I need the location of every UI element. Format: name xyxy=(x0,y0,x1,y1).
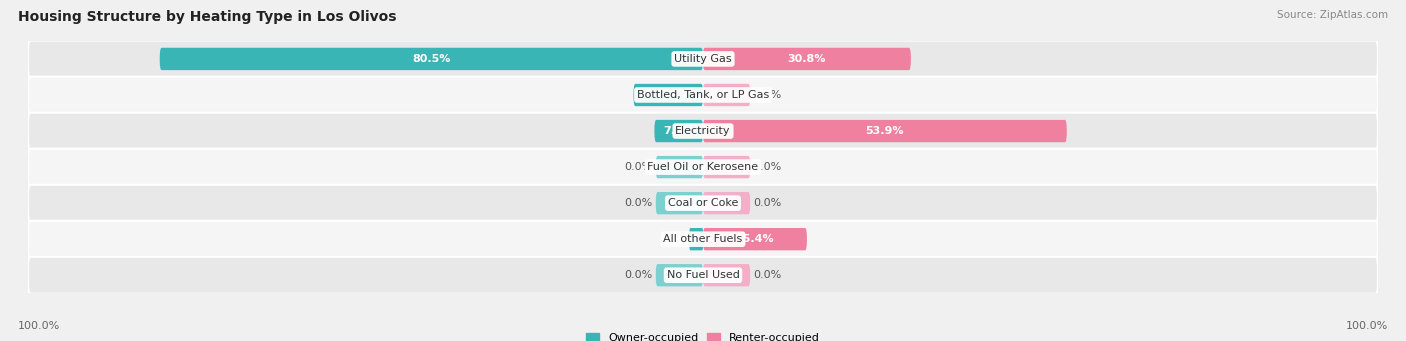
FancyBboxPatch shape xyxy=(655,264,703,286)
FancyBboxPatch shape xyxy=(654,120,703,142)
FancyBboxPatch shape xyxy=(28,149,1378,186)
FancyBboxPatch shape xyxy=(28,77,1378,113)
FancyBboxPatch shape xyxy=(160,48,703,70)
Text: Coal or Coke: Coal or Coke xyxy=(668,198,738,208)
Text: Electricity: Electricity xyxy=(675,126,731,136)
FancyBboxPatch shape xyxy=(703,120,1067,142)
FancyBboxPatch shape xyxy=(703,84,751,106)
Text: 0.0%: 0.0% xyxy=(754,162,782,172)
FancyBboxPatch shape xyxy=(28,41,1378,77)
FancyBboxPatch shape xyxy=(28,185,1378,222)
Text: 100.0%: 100.0% xyxy=(18,321,60,331)
FancyBboxPatch shape xyxy=(655,156,703,178)
Text: 0.0%: 0.0% xyxy=(754,270,782,280)
FancyBboxPatch shape xyxy=(689,228,703,250)
Text: Fuel Oil or Kerosene: Fuel Oil or Kerosene xyxy=(647,162,759,172)
Text: 0.0%: 0.0% xyxy=(754,90,782,100)
Text: Source: ZipAtlas.com: Source: ZipAtlas.com xyxy=(1277,10,1388,20)
FancyBboxPatch shape xyxy=(655,192,703,214)
Text: 10.3%: 10.3% xyxy=(650,90,688,100)
FancyBboxPatch shape xyxy=(28,257,1378,294)
Legend: Owner-occupied, Renter-occupied: Owner-occupied, Renter-occupied xyxy=(586,333,820,341)
Text: 15.4%: 15.4% xyxy=(735,234,775,244)
Text: Housing Structure by Heating Type in Los Olivos: Housing Structure by Heating Type in Los… xyxy=(18,10,396,24)
Text: 0.0%: 0.0% xyxy=(624,270,652,280)
FancyBboxPatch shape xyxy=(703,264,751,286)
Text: 7.2%: 7.2% xyxy=(664,126,695,136)
FancyBboxPatch shape xyxy=(28,113,1378,149)
FancyBboxPatch shape xyxy=(703,228,807,250)
FancyBboxPatch shape xyxy=(634,84,703,106)
Text: 0.0%: 0.0% xyxy=(754,198,782,208)
Text: 53.9%: 53.9% xyxy=(866,126,904,136)
FancyBboxPatch shape xyxy=(703,48,911,70)
FancyBboxPatch shape xyxy=(28,221,1378,257)
FancyBboxPatch shape xyxy=(703,192,751,214)
Text: All other Fuels: All other Fuels xyxy=(664,234,742,244)
Text: 0.0%: 0.0% xyxy=(624,198,652,208)
FancyBboxPatch shape xyxy=(703,156,751,178)
Text: Bottled, Tank, or LP Gas: Bottled, Tank, or LP Gas xyxy=(637,90,769,100)
Text: 2.0%: 2.0% xyxy=(681,234,711,244)
Text: 100.0%: 100.0% xyxy=(1346,321,1388,331)
Text: Utility Gas: Utility Gas xyxy=(675,54,731,64)
Text: 30.8%: 30.8% xyxy=(787,54,827,64)
Text: 0.0%: 0.0% xyxy=(624,162,652,172)
Text: No Fuel Used: No Fuel Used xyxy=(666,270,740,280)
Text: 80.5%: 80.5% xyxy=(412,54,450,64)
